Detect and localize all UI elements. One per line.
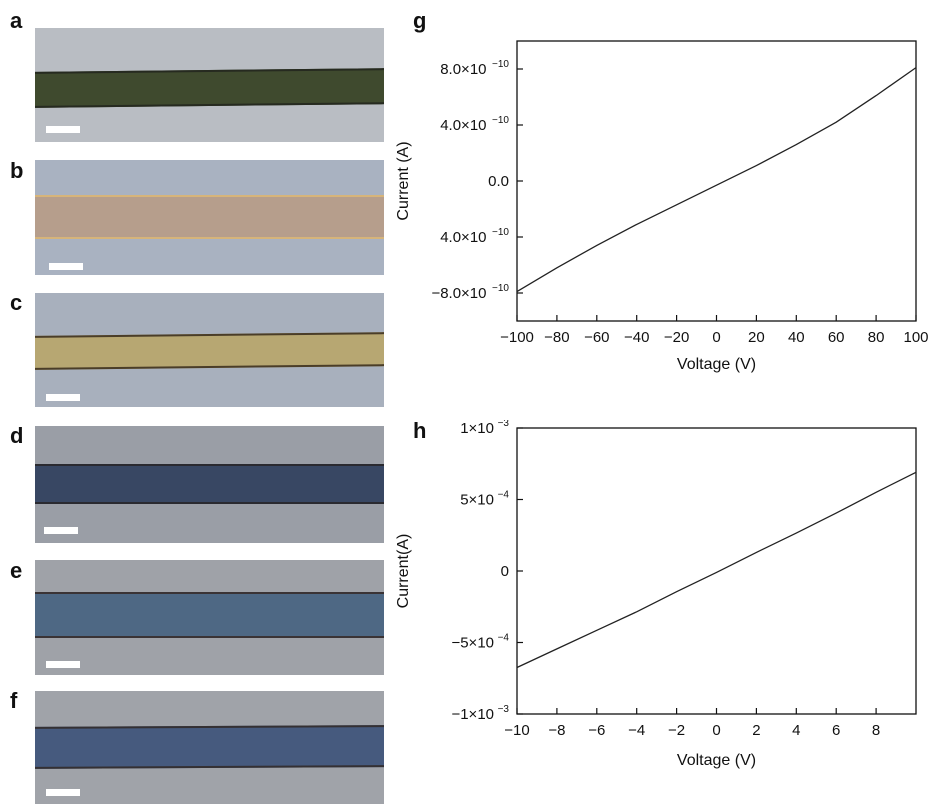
y-tick-label: −8.0×10 <box>431 285 486 302</box>
x-tick-label: −80 <box>544 329 569 346</box>
specimen-strip <box>35 332 384 370</box>
y-axis-title: Current (A) <box>395 141 412 220</box>
micrograph-c <box>35 293 384 407</box>
x-tick-label: 6 <box>832 722 840 739</box>
y-tick-label: 0 <box>501 563 509 580</box>
x-tick-label: −20 <box>664 329 689 346</box>
y-axis-title: Current(A) <box>395 534 412 609</box>
micrograph-e <box>35 560 384 675</box>
scale-bar <box>49 263 83 270</box>
y-tick-exponent: −4 <box>498 633 510 644</box>
iv-curve <box>517 472 916 667</box>
panel-label-c: c <box>10 292 22 314</box>
y-tick-label: −1×10 <box>451 706 494 723</box>
y-tick-label: 4.0×10 <box>440 117 486 134</box>
plot-frame <box>517 428 916 714</box>
x-tick-label: 100 <box>903 329 928 346</box>
specimen-strip <box>35 725 384 769</box>
micrograph-b <box>35 160 384 275</box>
x-tick-label: 0 <box>712 722 720 739</box>
iv-chart-g: −100 −80 −60 −40 −20 0 20 40 60 80 100 −8.0×10 −10 4.… <box>380 20 931 390</box>
x-tick-label: 40 <box>788 329 805 346</box>
y-tick-exponent: −3 <box>498 420 510 429</box>
x-tick-label: −8 <box>548 722 565 739</box>
y-tick-label: 1×10 <box>460 420 494 437</box>
scale-bar <box>46 394 80 401</box>
scale-bar <box>46 661 80 668</box>
x-tick-label: −100 <box>500 329 534 346</box>
y-tick-exponent: −4 <box>498 490 510 501</box>
iv-curve <box>517 68 916 292</box>
specimen-strip <box>35 464 384 504</box>
x-tick-label: 2 <box>752 722 760 739</box>
scale-bar <box>46 126 80 133</box>
x-axis-title: Voltage (V) <box>677 356 756 373</box>
y-tick-label: 4.0×10 <box>440 229 486 246</box>
x-tick-label: −40 <box>624 329 649 346</box>
scale-bar <box>46 789 80 796</box>
panel-label-e: e <box>10 560 22 582</box>
panel-label-f: f <box>10 690 17 712</box>
micrograph-f <box>35 691 384 804</box>
panel-label-d: d <box>10 425 23 447</box>
y-tick-exponent: −3 <box>498 704 510 715</box>
y-tick-label: 8.0×10 <box>440 61 486 78</box>
x-tick-label: 8 <box>872 722 880 739</box>
specimen-strip <box>35 195 384 239</box>
x-tick-label: 4 <box>792 722 800 739</box>
x-tick-label: 0 <box>712 329 720 346</box>
y-tick-exponent: −10 <box>492 59 509 70</box>
x-tick-label: −10 <box>504 722 529 739</box>
iv-chart-h: −10 −8 −6 −4 −2 0 2 4 6 8 −1×10 −3 −5×10 −4 0 5×10 −4 1×1… <box>380 420 931 804</box>
plot-frame <box>517 41 916 321</box>
x-tick-label: −4 <box>628 722 645 739</box>
y-tick-label: 0.0 <box>488 173 509 190</box>
x-axis-title: Voltage (V) <box>677 752 756 769</box>
x-tick-label: 80 <box>868 329 885 346</box>
x-tick-label: −6 <box>588 722 605 739</box>
micrograph-a <box>35 28 384 142</box>
x-tick-label: 60 <box>828 329 845 346</box>
x-tick-label: 20 <box>748 329 765 346</box>
specimen-strip <box>35 68 384 108</box>
scale-bar <box>44 527 78 534</box>
panel-label-b: b <box>10 160 23 182</box>
y-tick-exponent: −10 <box>492 283 509 294</box>
panel-label-a: a <box>10 10 22 32</box>
x-tick-label: −60 <box>584 329 609 346</box>
y-tick-label: −5×10 <box>451 635 494 652</box>
micrograph-d <box>35 426 384 543</box>
specimen-strip <box>35 592 384 638</box>
y-tick-label: 5×10 <box>460 492 494 509</box>
y-tick-exponent: −10 <box>492 115 509 126</box>
x-tick-label: −2 <box>668 722 685 739</box>
y-tick-exponent: −10 <box>492 227 509 238</box>
